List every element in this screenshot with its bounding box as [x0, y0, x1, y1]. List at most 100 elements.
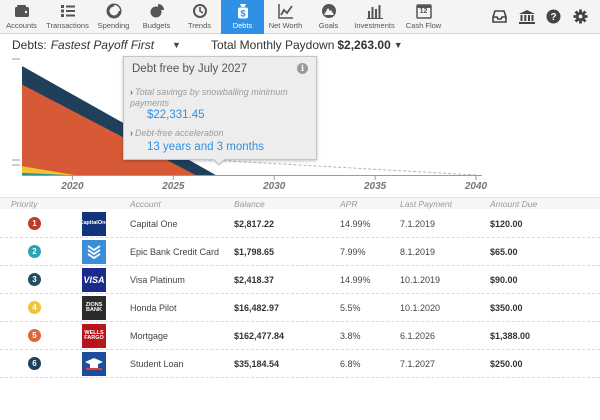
help-icon[interactable]: ? [540, 0, 567, 34]
nav-label: Debts [232, 21, 253, 30]
x-tick-label: 2040 [464, 181, 488, 192]
nav-label: Investments [354, 21, 395, 30]
nav-trends[interactable]: Trends [178, 0, 221, 34]
info-icon[interactable]: i [297, 63, 308, 74]
nav-net-worth[interactable]: Net Worth [264, 0, 307, 34]
table-row[interactable]: 4 ZIONS BANK Honda Pilot $16,482.97 5.5% 10.1… [0, 294, 600, 322]
header-balance: Balance [234, 199, 265, 209]
budget-icon [149, 3, 165, 19]
nav-budgets[interactable]: Budgets [135, 0, 178, 34]
projection-line [193, 158, 477, 176]
account-name: Honda Pilot [130, 303, 177, 313]
mountain-icon [321, 3, 337, 19]
last-payment-value: 7.1.2019 [400, 219, 436, 229]
list-icon [60, 3, 76, 19]
debts-header: Debts: Fastest Payoff First ▼ Total Mont… [0, 34, 600, 56]
priority-badge: 2 [28, 245, 41, 258]
logo-text: ZIONS BANK [85, 301, 103, 313]
inbox-icon[interactable] [486, 0, 513, 34]
dollar-bag-icon: $ [235, 3, 251, 19]
apr-value: 7.99% [340, 247, 366, 257]
priority-badge: 6 [28, 357, 41, 370]
priority-badge: 1 [28, 217, 41, 230]
apr-value: 5.5% [340, 303, 361, 313]
zions-bank-logo: ZIONS BANK [82, 296, 106, 320]
svg-text:$: $ [240, 9, 245, 19]
bank-icon[interactable] [513, 0, 540, 34]
table-row[interactable]: 2 Epic Bank Credit Card $1,798.65 7.99% 8.1.… [0, 238, 600, 266]
last-payment-value: 6.1.2026 [400, 331, 436, 341]
table-row[interactable]: 3 VISA Visa Platinum $2,418.37 14.99% 10.1.20… [0, 266, 600, 294]
nav-spending[interactable]: Spending [92, 0, 135, 34]
nav-goals[interactable]: Goals [307, 0, 350, 34]
savings-label: Total savings by snowballing minimum pay… [130, 87, 288, 108]
apr-value: 14.99% [340, 275, 371, 285]
nav-label: Accounts [6, 21, 37, 30]
balance-value: $1,798.65 [234, 247, 275, 257]
apr-value: 3.8% [340, 331, 361, 341]
amount-due-value: $90.00 [490, 275, 518, 285]
nav-label: Cash Flow [405, 21, 442, 30]
x-tick-label: 2025 [162, 181, 185, 192]
clock-icon [192, 3, 208, 19]
epic-bank-logo [82, 240, 106, 264]
header-account: Account [130, 199, 161, 209]
calendar-icon: 12 [415, 3, 432, 19]
nav-cash-flow[interactable]: 12 Cash Flow [399, 0, 448, 34]
header-priority: Priority [11, 199, 38, 209]
nav-accounts[interactable]: Accounts [0, 0, 43, 34]
accel-value: 13 years and 3 months [147, 141, 264, 153]
tooltip-pointer-inner [213, 158, 225, 164]
visa-logo: VISA [82, 268, 106, 292]
nav-label: Goals [318, 21, 339, 30]
balance-value: $16,482.97 [234, 303, 280, 313]
balance-value: $2,817.22 [234, 219, 275, 229]
header-last-payment: Last Payment [400, 199, 452, 209]
series-area-4 [22, 172, 69, 175]
amount-due-value: $120.00 [490, 219, 523, 229]
wallet-icon [14, 3, 30, 19]
nav-label: Net Worth [268, 21, 303, 30]
strategy-select[interactable]: Fastest Payoff First [50, 38, 155, 52]
nav-utility-icons: ? [486, 0, 600, 33]
student-loan-logo [82, 352, 106, 376]
nav-transactions[interactable]: Transactions [43, 0, 92, 34]
debts-label: Debts: [12, 38, 47, 52]
account-name: Epic Bank Credit Card [130, 247, 220, 257]
nav-label: Budgets [142, 21, 171, 30]
debt-free-tooltip: Debt free by July 2027 i › Total savings … [123, 56, 317, 160]
chevron-right-icon: › [130, 87, 133, 97]
table-row[interactable]: 5 WELLS FARGO Mortgage $162,477.84 3.8% 6.1.2… [0, 322, 600, 350]
paydown-value[interactable]: $2,263.00 [337, 38, 391, 52]
debts-table-header: Priority Account Balance APR Last Paymen… [0, 197, 600, 209]
chevron-down-icon[interactable]: ▼ [393, 40, 403, 50]
logo-text: WELLS FARGO [84, 329, 104, 341]
nav-investments[interactable]: Investments [350, 0, 399, 34]
priority-badge: 3 [28, 273, 41, 286]
chevron-right-icon: › [130, 128, 133, 138]
table-row[interactable]: 6 Student Loan $35,184.54 6.8% 7.1.2027 $250.… [0, 350, 600, 378]
pie-chart-icon [106, 3, 122, 19]
amount-due-value: $350.00 [490, 303, 523, 313]
last-payment-value: 10.1.2019 [400, 275, 441, 285]
account-name: Student Loan [130, 359, 184, 369]
x-tick-label: 2035 [363, 181, 387, 192]
account-name: Capital One [130, 219, 178, 229]
account-name: Mortgage [130, 331, 169, 341]
balance-value: $162,477.84 [234, 331, 285, 341]
nav-label: Spending [97, 21, 130, 30]
tooltip-title: Debt free by July 2027 [132, 63, 248, 75]
nav-label: Transactions [46, 21, 89, 30]
chevron-down-icon[interactable]: ▼ [172, 40, 181, 50]
nav-debts[interactable]: $ Debts [221, 0, 264, 34]
settings-icon[interactable] [567, 0, 594, 34]
priority-badge: 5 [28, 329, 41, 342]
calendar-day: 12 [419, 8, 428, 15]
svg-text:?: ? [550, 12, 556, 23]
apr-value: 6.8% [340, 359, 361, 369]
amount-due-value: $250.00 [490, 359, 523, 369]
priority-badge: 4 [28, 301, 41, 314]
